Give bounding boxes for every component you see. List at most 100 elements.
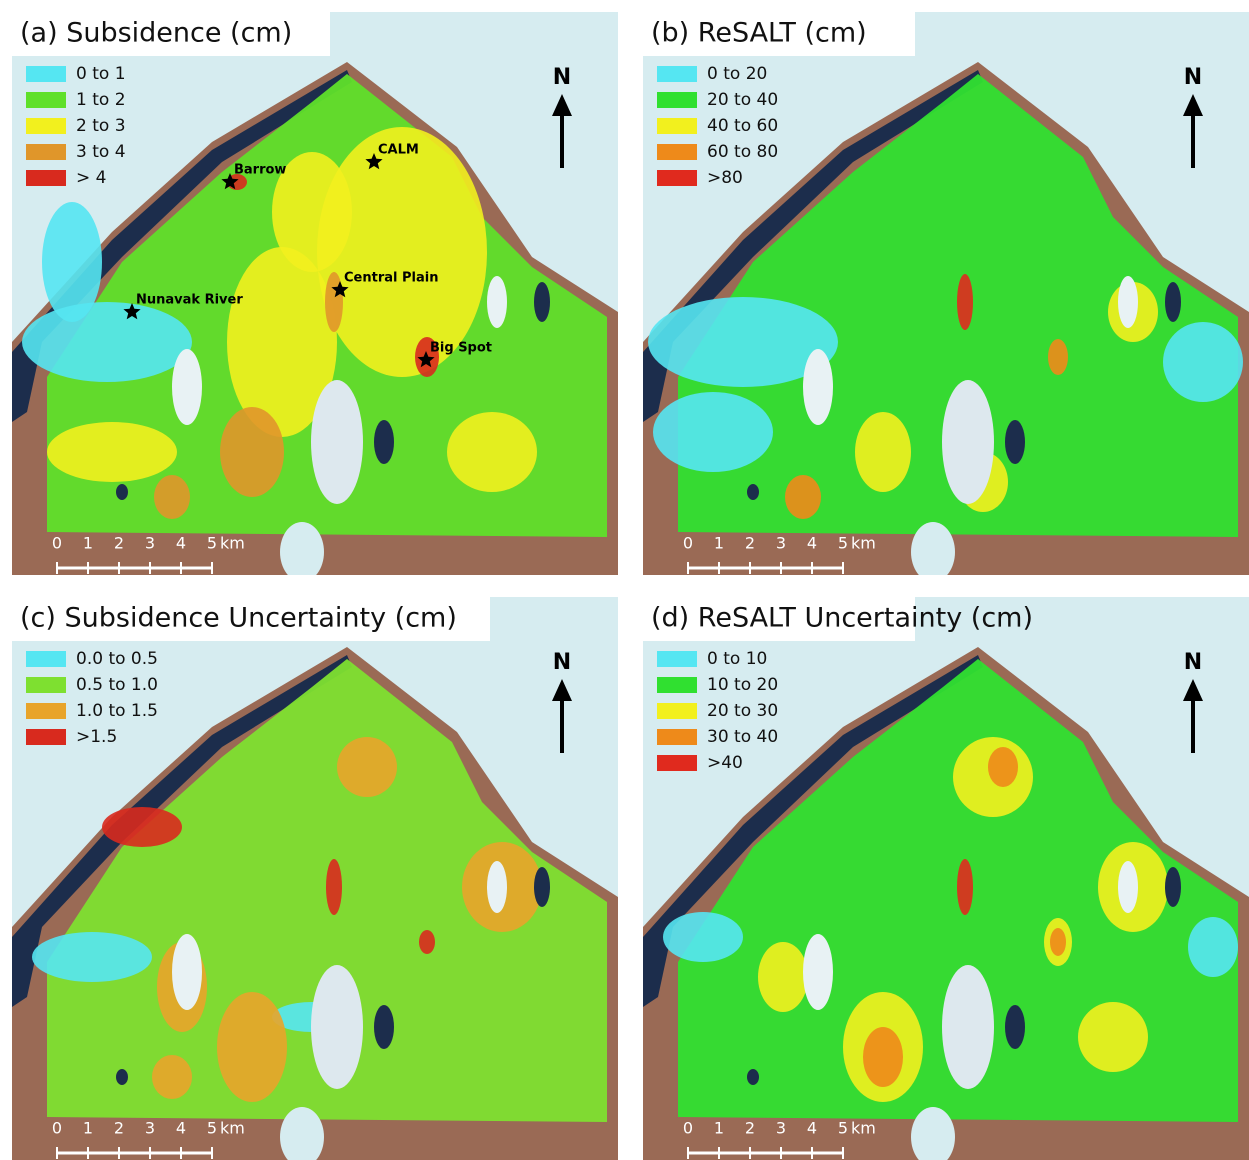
scale-label: 0 — [683, 534, 693, 553]
lake — [911, 522, 955, 582]
scale-label: 0 — [52, 534, 62, 553]
legend-swatch — [26, 118, 66, 134]
place-label: Nunavak River — [136, 293, 243, 308]
legend-label: 40 to 60 — [707, 116, 778, 136]
lake — [534, 282, 550, 322]
scale-label: 1 — [714, 534, 724, 553]
lake — [1118, 276, 1138, 328]
class-patch — [317, 127, 487, 377]
scale-unit: km — [851, 1119, 876, 1138]
class-patch — [758, 942, 808, 1012]
legend-swatch — [657, 66, 697, 82]
map-panel: (d) ReSALT Uncertainty (cm)0 to 1010 to … — [643, 597, 1249, 1160]
lake — [172, 934, 202, 1010]
scale-label: 2 — [745, 1119, 755, 1138]
lake — [534, 867, 550, 907]
class-patch — [32, 932, 152, 982]
class-patch — [419, 930, 435, 954]
legend-swatch — [26, 729, 66, 745]
scale-label: 2 — [114, 534, 124, 553]
scale-label: 1 — [83, 1119, 93, 1138]
class-patch — [326, 859, 342, 915]
class-patch — [957, 274, 973, 330]
lake — [942, 965, 994, 1089]
panel-title: (a) Subsidence (cm) — [20, 18, 292, 49]
north-label: N — [553, 65, 571, 90]
class-patch — [1163, 322, 1243, 402]
legend-swatch — [657, 144, 697, 160]
scale-label: 4 — [176, 534, 186, 553]
scale-unit: km — [851, 534, 876, 553]
legend-label: 0 to 1 — [76, 64, 126, 84]
class-patch — [1048, 339, 1068, 375]
scale-label: 3 — [145, 534, 155, 553]
legend-swatch — [657, 118, 697, 134]
legend-label: 30 to 40 — [707, 727, 778, 747]
legend-swatch — [26, 651, 66, 667]
class-patch — [154, 475, 190, 519]
legend-label: 1 to 2 — [76, 90, 126, 110]
lake — [1165, 867, 1181, 907]
class-patch — [855, 412, 911, 492]
lake — [1118, 861, 1138, 913]
class-patch — [220, 407, 284, 497]
lake — [747, 484, 759, 500]
lake — [747, 1069, 759, 1085]
scale-label: 2 — [114, 1119, 124, 1138]
scale-label: 0 — [52, 1119, 62, 1138]
lake — [116, 1069, 128, 1085]
class-patch — [988, 747, 1018, 787]
legend-label: >80 — [707, 168, 743, 188]
map-panel: (a) Subsidence (cm)0 to 11 to 22 to 33 t… — [12, 12, 618, 582]
class-patch — [447, 412, 537, 492]
scale-label: 5 — [207, 534, 217, 553]
scale-label: 1 — [83, 534, 93, 553]
class-patch — [22, 302, 192, 382]
north-label: N — [1184, 65, 1202, 90]
panel-title: (b) ReSALT (cm) — [651, 18, 867, 49]
scale-label: 5 — [838, 1119, 848, 1138]
legend-label: 20 to 40 — [707, 90, 778, 110]
class-patch — [863, 1027, 903, 1087]
class-patch — [1078, 1002, 1148, 1072]
scale-label: 4 — [807, 534, 817, 553]
class-patch — [152, 1055, 192, 1099]
legend-label: 0.5 to 1.0 — [76, 675, 158, 695]
lake — [1005, 1005, 1025, 1049]
legend-swatch — [657, 703, 697, 719]
class-patch — [217, 992, 287, 1102]
legend-label: 1.0 to 1.5 — [76, 701, 158, 721]
lake — [803, 349, 833, 425]
class-patch — [325, 272, 343, 332]
legend-label: 0 to 10 — [707, 649, 767, 669]
place-label: CALM — [378, 143, 419, 158]
scale-unit: km — [220, 534, 245, 553]
class-patch — [1188, 917, 1238, 977]
legend-label: 2 to 3 — [76, 116, 126, 136]
legend-swatch — [657, 651, 697, 667]
class-patch — [653, 392, 773, 472]
lake — [116, 484, 128, 500]
page: (a) Subsidence (cm)0 to 11 to 22 to 33 t… — [0, 0, 1249, 1160]
figure: (a) Subsidence (cm)0 to 11 to 22 to 33 t… — [0, 0, 1249, 1160]
legend-swatch — [657, 755, 697, 771]
panel-title: (d) ReSALT Uncertainty (cm) — [651, 603, 1033, 634]
lake — [487, 276, 507, 328]
legend-swatch — [26, 677, 66, 693]
lake — [374, 1005, 394, 1049]
legend-label: >40 — [707, 753, 743, 773]
legend-label: 0.0 to 0.5 — [76, 649, 158, 669]
legend-swatch — [26, 703, 66, 719]
class-patch — [957, 859, 973, 915]
legend-swatch — [26, 144, 66, 160]
legend-label: >1.5 — [76, 727, 117, 747]
place-label: Central Plain — [344, 271, 438, 286]
legend-label: 60 to 80 — [707, 142, 778, 162]
legend-swatch — [26, 92, 66, 108]
scale-label: 3 — [776, 1119, 786, 1138]
lake — [803, 934, 833, 1010]
north-label: N — [1184, 650, 1202, 675]
class-patch — [663, 912, 743, 962]
class-patch — [337, 737, 397, 797]
lake — [311, 965, 363, 1089]
